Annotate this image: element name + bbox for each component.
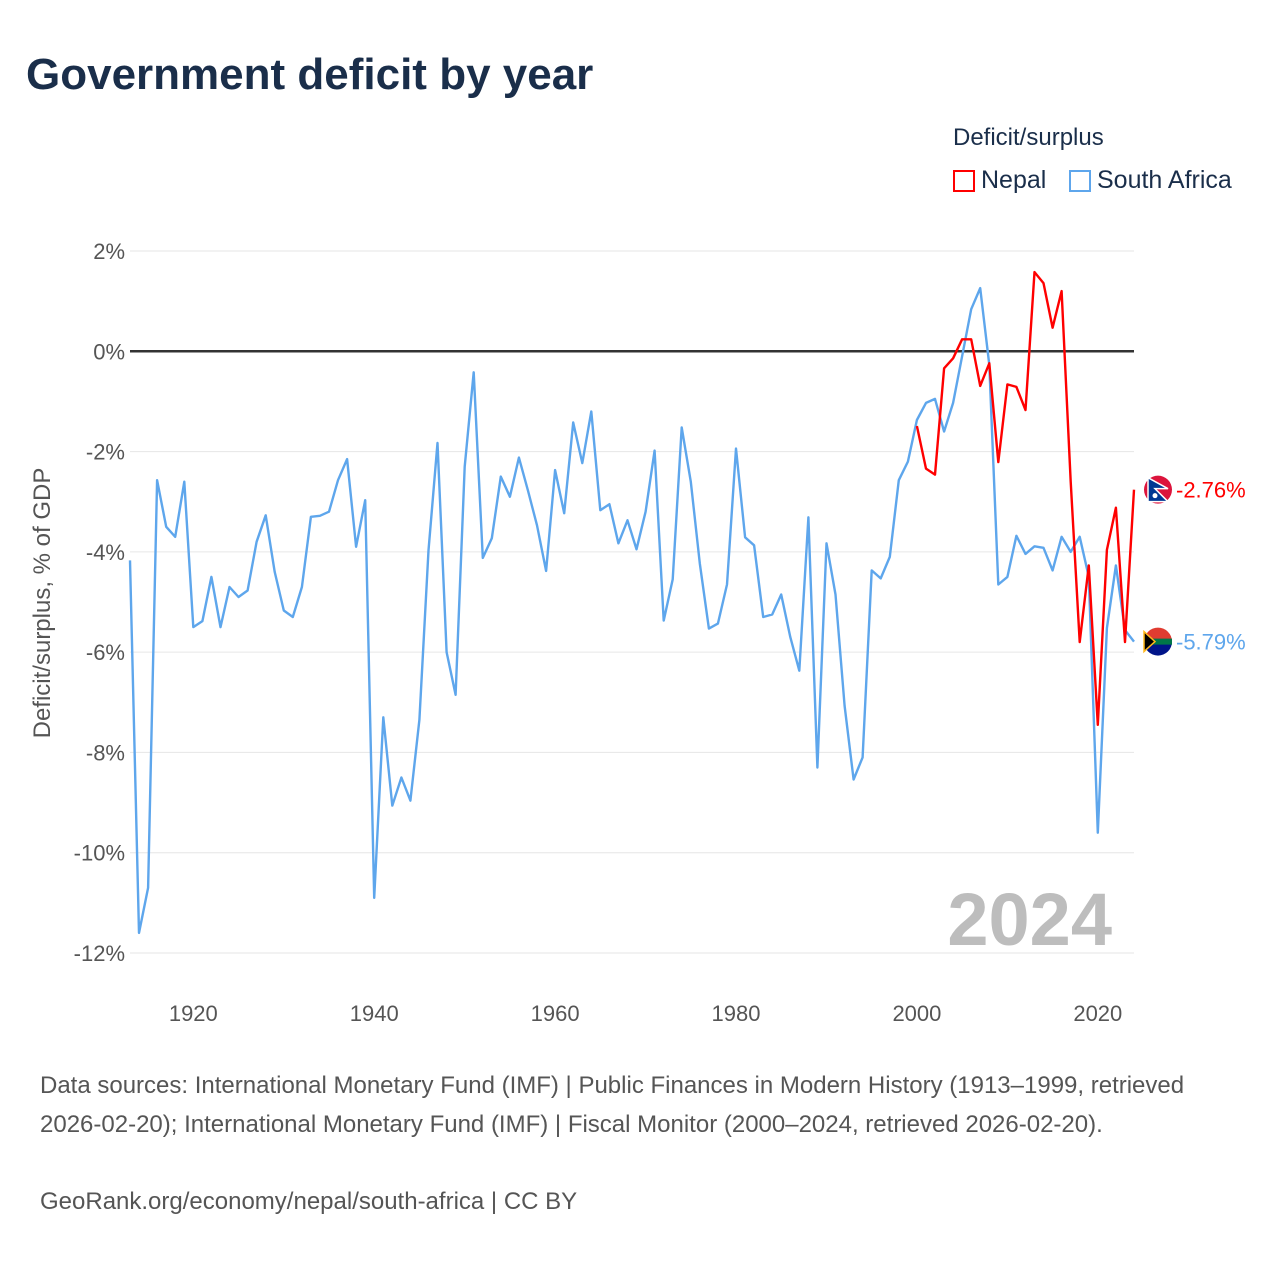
series-line-south-africa: [128, 286, 1135, 935]
y-tick-label: -10%: [74, 841, 125, 866]
y-tick-label: -12%: [74, 941, 125, 966]
end-label-nepal: -2.76%: [1176, 478, 1246, 503]
y-tick-label: -4%: [86, 540, 125, 565]
x-axis-ticks: 1920 1940 1960 1980 2000 2020: [169, 1001, 1122, 1026]
legend-title: Deficit/surplus: [953, 124, 1104, 151]
legend-label-south-africa: South Africa: [1097, 166, 1232, 194]
chart-title: Government deficit by year: [26, 50, 594, 99]
x-tick-label: 1980: [712, 1001, 761, 1026]
flag-sun: [1152, 493, 1158, 499]
y-axis-ticks: 2% 0% -2% -4% -6% -8% -10% -12%: [74, 239, 125, 966]
legend-item-nepal[interactable]: Nepal: [953, 166, 1046, 195]
gridlines: [130, 250, 1134, 954]
x-tick-label: 2000: [892, 1001, 941, 1026]
legend-item-south-africa[interactable]: South Africa: [1069, 166, 1232, 195]
series-lines: [128, 270, 1136, 935]
y-tick-label: -6%: [86, 640, 125, 665]
credit-link[interactable]: GeoRank.org/economy/nepal/south-africa |…: [40, 1188, 578, 1215]
data-sources-note: Data sources: International Monetary Fun…: [40, 1072, 1185, 1138]
series-line-nepal: [915, 270, 1136, 726]
year-watermark: 2024: [947, 878, 1112, 961]
end-label-south-africa: -5.79%: [1176, 630, 1246, 655]
y-tick-label: 2%: [93, 239, 125, 264]
y-tick-label: 0%: [93, 339, 125, 364]
x-tick-label: 1920: [169, 1001, 218, 1026]
x-tick-label: 1960: [531, 1001, 580, 1026]
x-tick-label: 2020: [1073, 1001, 1122, 1026]
end-labels: -5.79% -2.76%: [1143, 475, 1246, 656]
line-chart: 2% 0% -2% -4% -6% -8% -10% -12% 1920 1940 1960 198…: [29, 239, 1246, 1026]
legend-label-nepal: Nepal: [981, 166, 1047, 194]
y-tick-label: -2%: [86, 440, 125, 465]
flag-icon-south-africa: [1143, 627, 1172, 656]
y-tick-label: -8%: [86, 740, 125, 765]
x-tick-label: 1940: [350, 1001, 399, 1026]
flag-triangle: [1143, 629, 1157, 654]
flag-icon-nepal: [1144, 475, 1172, 504]
flag-green-band: [1144, 638, 1172, 645]
y-axis-title: Deficit/surplus, % of GDP: [29, 468, 56, 739]
legend-swatch-south-africa: [1069, 169, 1091, 192]
legend-swatch-nepal: [953, 169, 975, 192]
